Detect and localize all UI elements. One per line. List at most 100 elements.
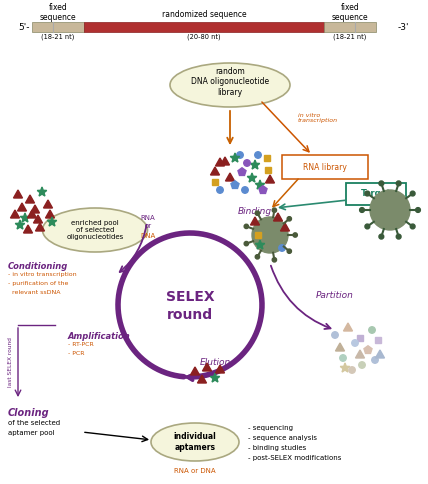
Polygon shape	[33, 215, 42, 223]
Polygon shape	[265, 175, 274, 183]
Circle shape	[332, 332, 338, 338]
Text: random
DNA oligonucleotide
library: random DNA oligonucleotide library	[191, 67, 269, 97]
Text: (20-80 nt): (20-80 nt)	[187, 34, 221, 41]
Circle shape	[365, 191, 370, 196]
Text: - sequence analysis: - sequence analysis	[248, 435, 317, 441]
Polygon shape	[47, 217, 57, 226]
Bar	[324, 22, 376, 32]
Polygon shape	[247, 173, 257, 182]
Text: 5'-: 5'-	[18, 22, 30, 31]
Polygon shape	[280, 223, 289, 231]
Polygon shape	[250, 217, 259, 225]
Text: RNA or DNA: RNA or DNA	[174, 468, 216, 474]
Text: Conditioning: Conditioning	[8, 262, 68, 271]
Polygon shape	[18, 203, 27, 211]
Bar	[264, 155, 270, 161]
Circle shape	[352, 340, 358, 346]
Text: DNA: DNA	[140, 233, 156, 239]
Circle shape	[379, 234, 384, 239]
Circle shape	[369, 327, 375, 333]
Polygon shape	[340, 363, 350, 372]
Text: aptamer pool: aptamer pool	[8, 430, 55, 436]
Circle shape	[396, 234, 401, 239]
Polygon shape	[202, 363, 211, 371]
Circle shape	[255, 211, 259, 215]
Circle shape	[365, 224, 370, 229]
Text: (18-21 nt): (18-21 nt)	[42, 34, 75, 41]
Text: fixed
sequence: fixed sequence	[40, 3, 76, 22]
Polygon shape	[336, 343, 345, 351]
Circle shape	[372, 357, 378, 363]
Circle shape	[410, 191, 415, 196]
Circle shape	[244, 160, 250, 166]
Circle shape	[379, 181, 384, 186]
Circle shape	[244, 242, 249, 246]
Text: - binding studies: - binding studies	[248, 445, 306, 451]
Polygon shape	[255, 240, 265, 249]
Polygon shape	[344, 323, 353, 331]
Polygon shape	[230, 153, 240, 162]
Polygon shape	[26, 195, 35, 203]
Polygon shape	[210, 373, 220, 382]
Circle shape	[255, 152, 261, 158]
Circle shape	[255, 255, 259, 259]
Polygon shape	[45, 210, 54, 218]
Circle shape	[242, 187, 248, 193]
Circle shape	[272, 208, 276, 212]
Polygon shape	[220, 157, 229, 165]
Polygon shape	[356, 350, 365, 358]
Bar	[255, 232, 261, 238]
Circle shape	[396, 181, 401, 186]
Polygon shape	[14, 190, 23, 198]
Polygon shape	[197, 375, 206, 383]
Polygon shape	[30, 205, 39, 213]
Text: Elution: Elution	[199, 358, 231, 367]
Text: enriched pool
of selected
oligonucleotides: enriched pool of selected oligonucleotid…	[66, 220, 124, 240]
Polygon shape	[238, 168, 246, 175]
Polygon shape	[250, 160, 260, 169]
Polygon shape	[259, 186, 267, 194]
Bar	[84, 22, 324, 32]
Polygon shape	[231, 181, 239, 188]
Text: RNA library: RNA library	[303, 163, 347, 171]
Text: RNA
or: RNA or	[141, 215, 155, 228]
Text: - PCR: - PCR	[68, 351, 84, 356]
Circle shape	[359, 362, 365, 368]
Text: - sequencing: - sequencing	[248, 425, 293, 431]
Polygon shape	[37, 187, 47, 196]
Circle shape	[252, 217, 288, 253]
Polygon shape	[226, 173, 235, 181]
Polygon shape	[11, 210, 20, 218]
Circle shape	[410, 224, 415, 229]
Circle shape	[416, 208, 420, 212]
Text: fixed
sequence: fixed sequence	[332, 3, 369, 22]
Circle shape	[272, 257, 276, 262]
Polygon shape	[364, 346, 372, 353]
Ellipse shape	[151, 423, 239, 461]
Circle shape	[217, 187, 223, 193]
FancyBboxPatch shape	[282, 155, 368, 179]
Text: Cloning: Cloning	[8, 408, 50, 418]
Bar	[357, 335, 363, 341]
Circle shape	[340, 355, 346, 361]
Bar	[375, 337, 381, 343]
Polygon shape	[211, 167, 220, 175]
Text: SELEX: SELEX	[166, 290, 214, 304]
Polygon shape	[255, 180, 265, 189]
Bar	[212, 179, 218, 185]
Polygon shape	[20, 213, 30, 222]
Polygon shape	[24, 225, 33, 233]
Bar	[265, 167, 271, 173]
Text: (18-21 nt): (18-21 nt)	[333, 34, 367, 41]
Text: individual
aptamers: individual aptamers	[174, 432, 217, 452]
Text: Binding: Binding	[238, 207, 272, 216]
Polygon shape	[190, 367, 199, 375]
Polygon shape	[375, 350, 384, 358]
Text: - purification of the: - purification of the	[8, 281, 68, 286]
Text: relevant ssDNA: relevant ssDNA	[8, 290, 60, 295]
Polygon shape	[216, 365, 225, 373]
Text: -3': -3'	[398, 22, 410, 31]
Polygon shape	[15, 220, 25, 229]
Bar	[32, 22, 84, 32]
Polygon shape	[273, 213, 282, 221]
